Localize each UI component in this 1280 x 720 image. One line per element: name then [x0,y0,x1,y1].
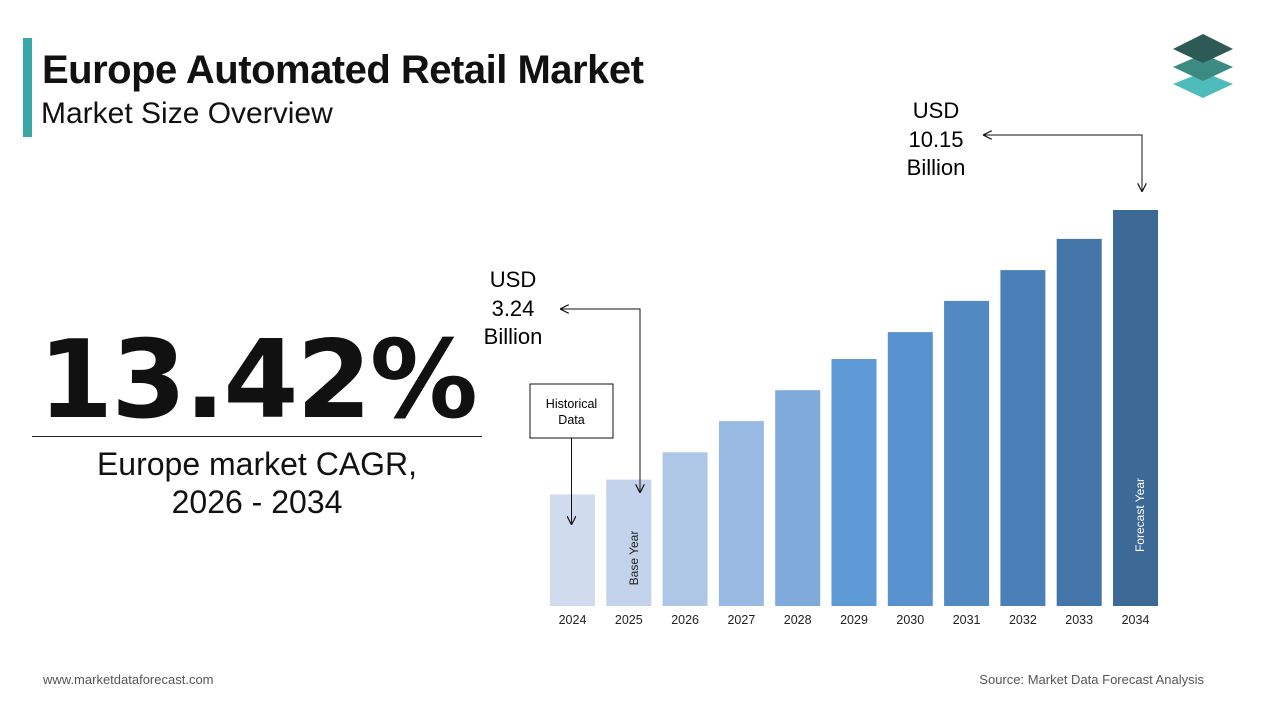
cagr-label: Europe market CAGR, 2026 - 2034 [32,445,482,521]
end-value-arrow [984,135,1142,191]
bar-2029 [831,359,877,606]
start-value-line3: Billion [484,324,543,349]
x-tick-label-2030: 2030 [896,613,924,627]
bar-2034 [1113,210,1158,606]
logo-bottom-layer [1173,72,1233,98]
x-tick-label-2033: 2033 [1065,613,1093,627]
end-value-line1: USD [913,98,959,123]
x-tick-label-2027: 2027 [727,613,755,627]
x-tick-labels: 2024 2025 2026 2027 2028 2029 2030 2031 2032 2033… [559,613,1150,627]
x-tick-label-2032: 2032 [1009,613,1037,627]
cagr-value: 13.42% [38,318,478,443]
bar-2033 [1056,238,1102,606]
x-tick-label-2034: 2034 [1122,613,1150,627]
page-subtitle: Market Size Overview [41,97,333,130]
x-tick-label-2024: 2024 [559,613,587,627]
bars-group [550,210,1158,606]
end-value-line2: 10.15 [908,127,963,152]
bar-2026 [662,452,708,606]
x-tick-label-2029: 2029 [840,613,868,627]
historical-label-line1: Historical [546,397,597,411]
logo-top-layer [1173,34,1233,63]
bar-2031 [944,300,990,606]
x-tick-label-2026: 2026 [671,613,699,627]
cagr-divider [32,436,482,437]
bar-2024 [550,494,595,606]
start-value-line1: USD [490,267,536,292]
logo-middle-layer [1173,54,1233,81]
x-tick-label-2025: 2025 [615,613,643,627]
cagr-label-line1: Europe market CAGR, [96,446,418,482]
start-value-line2: 3.24 [492,296,535,321]
footer-source: Source: Market Data Forecast Analysis [979,672,1204,687]
end-value-line3: Billion [907,155,966,180]
bar-2028 [775,390,821,606]
stacked-layers-icon [1173,34,1233,98]
cagr-label-line2: 2026 - 2034 [171,484,343,520]
historical-data-box [529,383,614,439]
x-tick-label-2031: 2031 [953,613,981,627]
x-tick-label-2028: 2028 [784,613,812,627]
base-year-label: Base Year [627,531,641,586]
bar-2030 [887,332,933,606]
bar-2025 [606,479,652,606]
bar-2032 [1000,270,1046,606]
title-accent-bar [23,38,32,137]
forecast-year-label: Forecast Year [1133,478,1147,552]
page-title: Europe Automated Retail Market [42,48,644,92]
start-value-arrow [561,309,640,492]
footer-website: www.marketdataforecast.com [43,672,214,687]
bar-2027 [718,421,764,606]
historical-label-line2: Data [558,413,584,427]
